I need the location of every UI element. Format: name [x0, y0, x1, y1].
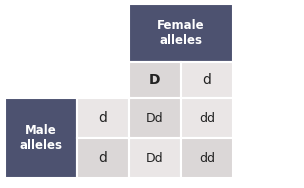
Text: Dd: Dd	[146, 152, 164, 164]
Bar	[77, 98, 129, 138]
Bar	[129, 62, 181, 98]
Text: d: d	[202, 73, 212, 87]
Text: d: d	[98, 111, 107, 125]
Bar	[77, 138, 129, 178]
Bar	[129, 4, 233, 62]
Text: Male
alleles: Male alleles	[19, 124, 63, 152]
Text: dd: dd	[199, 111, 215, 124]
Text: Dd: Dd	[146, 111, 164, 124]
Text: dd: dd	[199, 152, 215, 164]
Text: Female
alleles: Female alleles	[157, 19, 205, 47]
Bar	[181, 98, 233, 138]
Text: d: d	[98, 151, 107, 165]
Bar	[129, 98, 181, 138]
Text: D: D	[149, 73, 161, 87]
Bar	[181, 62, 233, 98]
Bar	[129, 138, 181, 178]
Bar	[5, 98, 77, 178]
Bar	[181, 138, 233, 178]
